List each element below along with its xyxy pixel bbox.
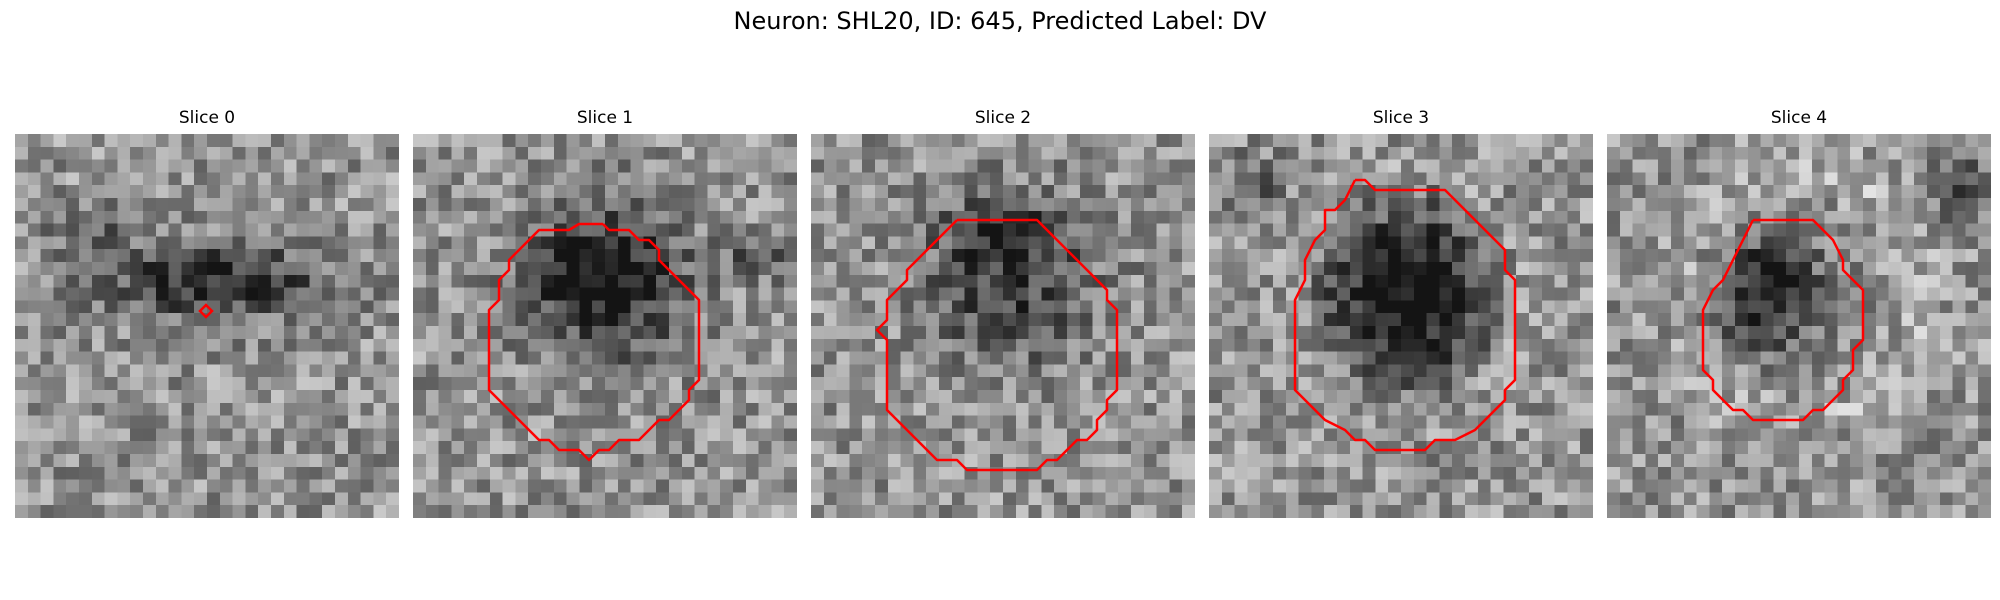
slice-pixels: [15, 134, 399, 518]
slice-title: Slice 2: [974, 108, 1032, 128]
slice-title: Slice 0: [178, 108, 236, 128]
roi-outline: [1701, 218, 1865, 422]
slice-pixels: [413, 134, 797, 518]
slice-pixels: [811, 134, 1195, 518]
slice-title: Slice 3: [1372, 108, 1430, 128]
roi-contour: [487, 222, 701, 462]
roi-contour: [198, 303, 214, 319]
slice-title: Slice 1: [576, 108, 634, 128]
slice-panel-2: Slice 2: [811, 108, 1195, 518]
slice-panel-4: Slice 4: [1607, 108, 1991, 518]
slice-panel-1: Slice 1: [413, 108, 797, 518]
slice-panel-3: Slice 3: [1209, 108, 1593, 518]
slice-pixels: [1209, 134, 1593, 518]
roi-outline: [487, 222, 701, 462]
slice-image: [1209, 134, 1593, 518]
slice-image: [811, 134, 1195, 518]
slice-pixels: [1607, 134, 1991, 518]
roi-contour: [1293, 178, 1517, 452]
roi-outline: [875, 218, 1119, 472]
slice-image: [1607, 134, 1991, 518]
roi-contour: [875, 218, 1119, 472]
slice-image: [413, 134, 797, 518]
figure-title: Neuron: SHL20, ID: 645, Predicted Label:…: [733, 7, 1267, 35]
slice-image: [15, 134, 399, 518]
roi-outline: [1293, 178, 1517, 452]
roi-contour: [1701, 218, 1865, 422]
slice-panel-0: Slice 0: [15, 108, 399, 518]
roi-marker: [198, 303, 214, 319]
slice-title: Slice 4: [1770, 108, 1828, 128]
